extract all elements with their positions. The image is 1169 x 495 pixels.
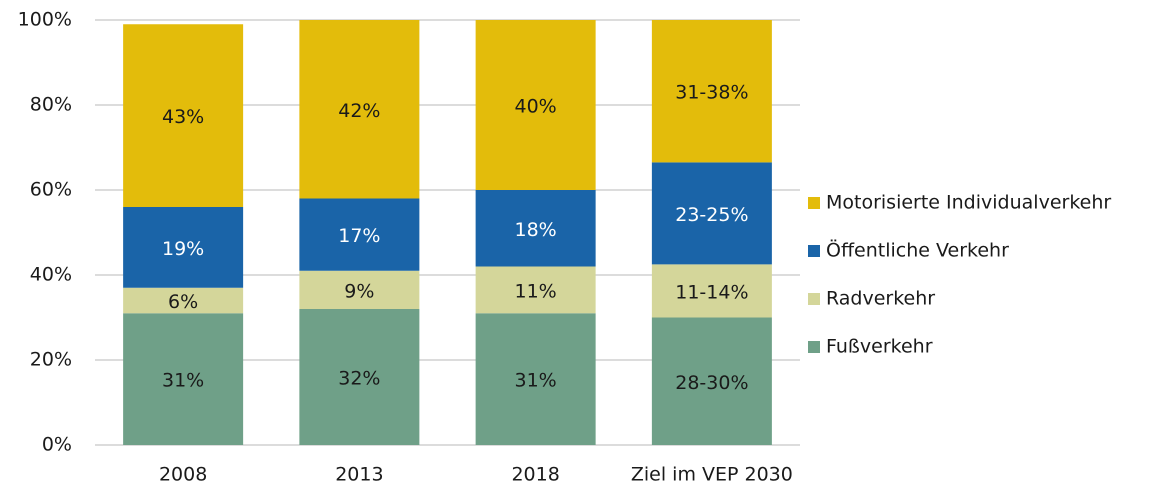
bar-segment (299, 270, 420, 309)
legend-label: Fußverkehr (826, 336, 933, 358)
bar-segment (123, 313, 244, 445)
legend-label: Radverkehr (826, 288, 935, 310)
bar-segment (299, 309, 420, 445)
x-tick-label: 2008 (159, 464, 207, 486)
y-tick-label: 20% (30, 349, 72, 371)
value-label: 23-25% (675, 204, 748, 226)
bar-segment (123, 24, 244, 207)
value-label: 31% (515, 370, 557, 392)
legend-swatch (808, 293, 820, 305)
bar-segment (651, 317, 772, 445)
value-label: 31-38% (675, 82, 748, 104)
value-label: 11-14% (675, 281, 748, 303)
value-label: 9% (344, 280, 374, 302)
bar-segment (475, 313, 596, 445)
bar-segment (475, 266, 596, 314)
value-label: 6% (168, 291, 198, 313)
bar-segment (123, 287, 244, 314)
y-tick-label: 100% (18, 9, 72, 31)
y-tick-label: 60% (30, 179, 72, 201)
bar-segment (651, 264, 772, 318)
value-label: 28-30% (675, 372, 748, 394)
bar-segment (299, 20, 420, 199)
value-label: 17% (338, 225, 380, 247)
value-label: 40% (515, 96, 557, 118)
legend-swatch (808, 197, 820, 209)
value-label: 42% (338, 100, 380, 122)
bar-segment (475, 20, 596, 190)
legend-swatch (808, 341, 820, 353)
legend-swatch (808, 245, 820, 257)
y-tick-label: 0% (42, 434, 72, 456)
y-tick-label: 80% (30, 94, 72, 116)
bar-segment (123, 207, 244, 288)
bar-segment (475, 190, 596, 267)
bar-segment (651, 162, 772, 265)
bar-segment (651, 20, 772, 163)
legend-label: Öffentliche Verkehr (826, 239, 1009, 262)
value-label: 43% (162, 106, 204, 128)
y-tick-label: 40% (30, 264, 72, 286)
x-tick-label: 2018 (511, 464, 559, 486)
value-label: 19% (162, 238, 204, 260)
value-label: 18% (515, 219, 557, 241)
value-label: 11% (515, 280, 557, 302)
value-label: 31% (162, 370, 204, 392)
bar-segment (299, 198, 420, 271)
x-tick-label: 2013 (335, 464, 383, 486)
x-tick-label: Ziel im VEP 2030 (631, 464, 793, 486)
value-label: 32% (338, 368, 380, 390)
legend-label: Motorisierte Individualverkehr (826, 192, 1111, 214)
